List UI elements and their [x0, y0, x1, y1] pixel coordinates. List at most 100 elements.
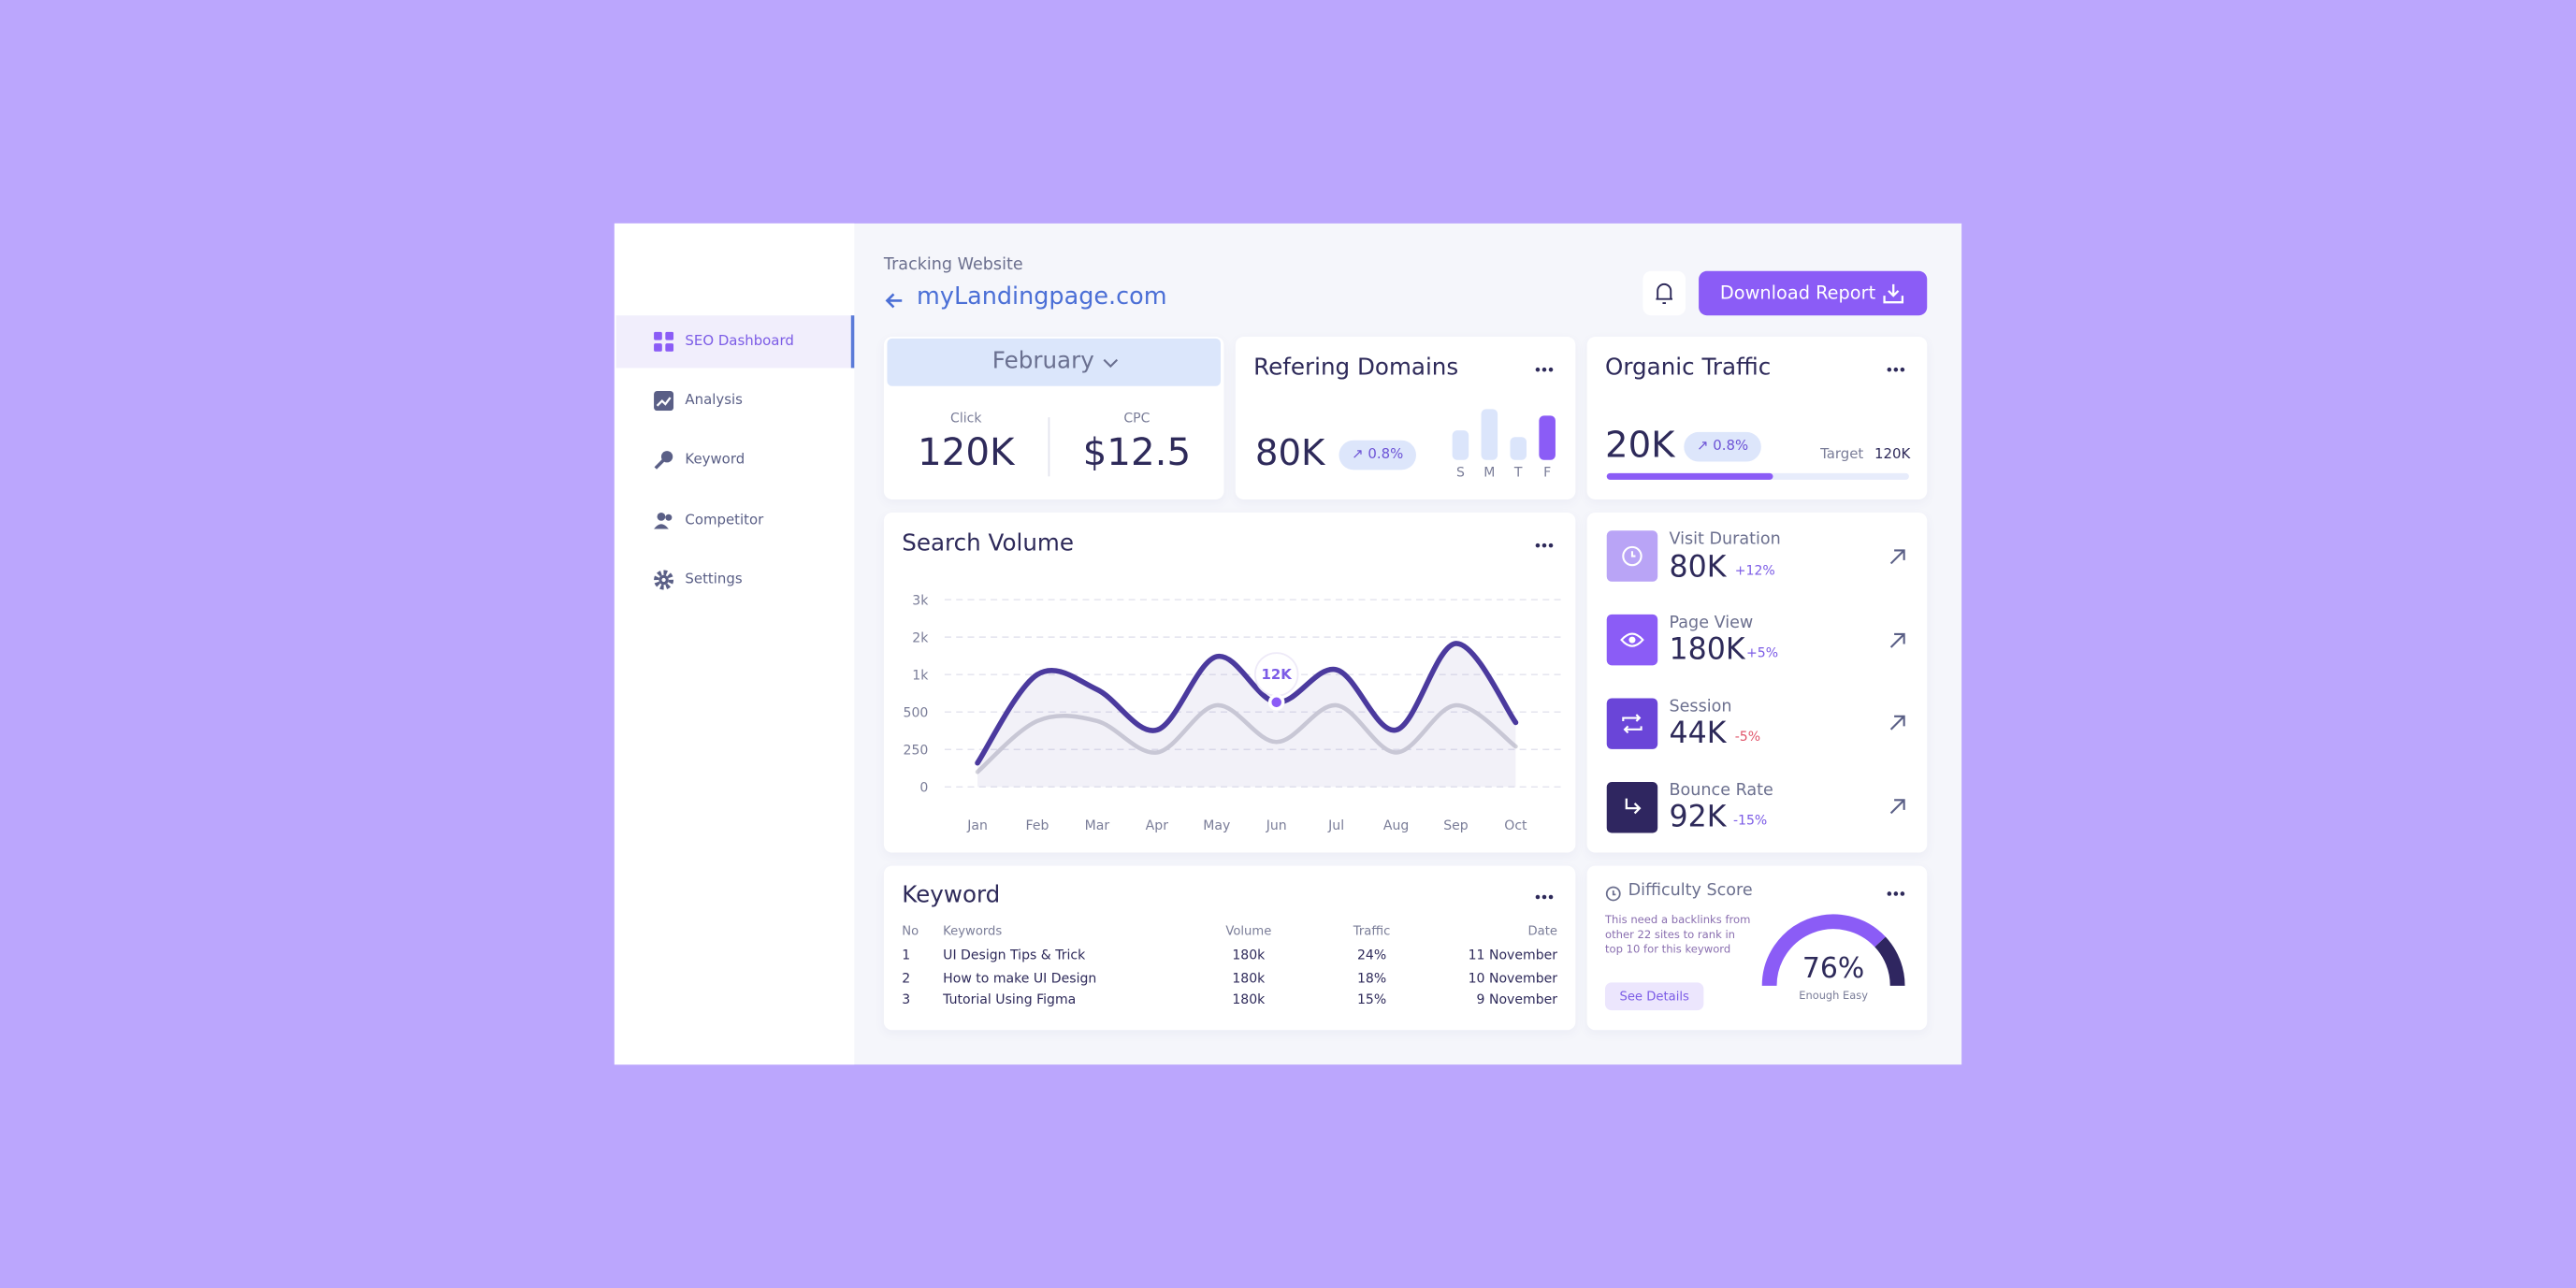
x-tick-label: Oct: [1504, 818, 1527, 833]
nav-label: Keyword: [685, 452, 745, 469]
see-details-button[interactable]: See Details: [1604, 982, 1704, 1011]
change-pill: ↗ 0.8%: [1684, 431, 1761, 462]
card-title: Refering Domains: [1253, 355, 1459, 382]
y-tick-label: 3k: [912, 593, 929, 608]
y-tick-label: 250: [904, 744, 929, 759]
nav-item[interactable]: Competitor: [616, 495, 855, 547]
cell: 11 November: [1468, 948, 1558, 963]
bar-label: S: [1456, 465, 1465, 480]
turn-icon: [1625, 798, 1642, 815]
bar: [1481, 409, 1498, 460]
more-menus[interactable]: [1535, 367, 1905, 900]
card-title: Search Volume: [902, 530, 1075, 557]
nav-item[interactable]: Settings: [616, 554, 855, 606]
area: [977, 643, 1516, 788]
bar: [1452, 430, 1469, 460]
y-tick-label: 500: [904, 705, 929, 720]
row-arrows[interactable]: [1888, 547, 1907, 843]
cell: How to make UI Design: [943, 970, 1097, 985]
back-arrow[interactable]: [884, 291, 904, 311]
download-button[interactable]: Download Report: [1699, 270, 1928, 316]
cell: Tutorial Using Figma: [943, 991, 1077, 1007]
score-label: 76%: [1802, 952, 1865, 986]
change: 0.8%: [1713, 438, 1749, 456]
nav-item[interactable]: Keyword: [616, 434, 855, 486]
nav-item[interactable]: Analysis: [616, 374, 855, 427]
keyword-card: [883, 865, 1576, 1031]
stat-label: Session: [1669, 698, 1732, 716]
nav-item[interactable]: SEO Dashboard: [615, 315, 855, 369]
bell-button[interactable]: [1643, 270, 1686, 316]
x-tick-label: Apr: [1146, 818, 1169, 833]
chevron: [1103, 358, 1119, 369]
bell-icon: [1656, 282, 1672, 305]
info-icon: [1605, 886, 1621, 902]
change-pill: ↗ 0.8%: [1339, 440, 1416, 470]
cell: 1: [902, 948, 911, 963]
stat-change: -5%: [1734, 729, 1761, 745]
gauge-fill: [1761, 914, 1886, 987]
cell: 180k: [1232, 991, 1266, 1007]
card-title: Organic Traffic: [1604, 355, 1772, 382]
score-caption: Enough Easy: [1799, 989, 1868, 1003]
change: 0.8%: [1368, 446, 1404, 464]
eye-icon: [1620, 632, 1644, 647]
highlight-point: [1267, 694, 1285, 711]
subtitle: Tracking Website: [883, 255, 1023, 275]
cpc-value: $12.5: [1082, 431, 1192, 475]
x-tick-label: Jul: [1327, 818, 1344, 833]
x-tick-label: Mar: [1085, 818, 1110, 833]
column-header: Date: [1527, 923, 1558, 938]
icon: [654, 331, 674, 352]
clock-icon: [1622, 545, 1643, 567]
gauge-rest: [1874, 936, 1905, 987]
cell: 2: [902, 970, 911, 985]
repeat-icon: [1622, 714, 1643, 734]
cell: 15%: [1356, 991, 1387, 1007]
bar: [1510, 437, 1527, 460]
target-value: 120K: [1874, 446, 1911, 464]
y-tick-label: 0: [919, 781, 928, 796]
stat-label: Visit Duration: [1669, 530, 1781, 549]
bar-label: T: [1513, 465, 1523, 480]
icon: [654, 570, 674, 590]
organic-value: 20K: [1604, 425, 1675, 467]
divider: [1048, 417, 1050, 477]
icon: [654, 512, 673, 529]
month-select[interactable]: February: [887, 338, 1221, 386]
site-name: myLandingpage.com: [917, 283, 1167, 311]
bar-label: F: [1543, 465, 1551, 480]
x-tick-label: Jun: [1266, 818, 1287, 833]
card-title: Difficulty Score: [1628, 882, 1753, 901]
target-label: Target: [1820, 446, 1864, 464]
bar-label: M: [1483, 465, 1495, 480]
bar: [1539, 415, 1556, 460]
cell: 10 November: [1468, 970, 1558, 985]
line: [975, 641, 1519, 766]
cell: 9 November: [1476, 991, 1558, 1007]
stat-icon: [1606, 530, 1658, 582]
click-value: 120K: [917, 431, 1015, 475]
column-header: Traffic: [1353, 923, 1391, 938]
line: [975, 702, 1518, 774]
referring-card: [1235, 337, 1576, 499]
stat-change: -15%: [1732, 813, 1768, 829]
x-tick-label: Feb: [1026, 818, 1049, 833]
search-volume-card: [883, 512, 1576, 853]
y-tick-label: 2k: [912, 630, 929, 645]
icon: [654, 391, 674, 412]
arrow: ↗: [1352, 446, 1368, 464]
progress-fill: [1606, 472, 1773, 480]
referring-value: 80K: [1254, 433, 1325, 475]
cell: UI Design Tips & Trick: [943, 948, 1086, 963]
stat-icon: [1606, 698, 1658, 749]
click-label: Click: [950, 411, 982, 426]
arrow: ↗: [1696, 438, 1714, 456]
description: This need a backlinks from other 22 site…: [1604, 913, 1751, 957]
month: February: [991, 348, 1094, 375]
stat-value: 80K: [1669, 550, 1727, 586]
button-label: See Details: [1619, 989, 1689, 1005]
nav-label: Settings: [685, 572, 743, 588]
